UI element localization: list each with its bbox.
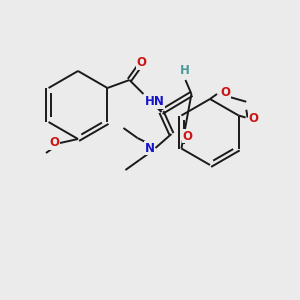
Text: N: N (144, 142, 154, 154)
Text: H: H (179, 64, 189, 77)
Text: O: O (49, 136, 59, 149)
Text: HN: HN (144, 95, 164, 108)
Text: O: O (249, 112, 259, 125)
Text: O: O (136, 56, 146, 70)
Text: O: O (182, 130, 192, 142)
Text: O: O (220, 86, 230, 100)
